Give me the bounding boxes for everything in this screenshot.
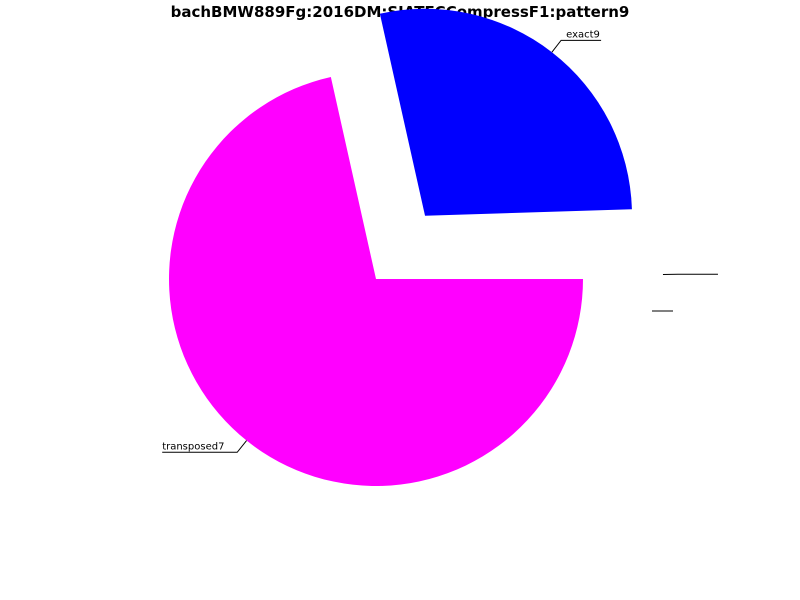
pie-slice-unlabeled-2 <box>455 271 663 278</box>
leader-line-transposed7 <box>162 440 247 453</box>
pie-labels: transposed7 exact9 <box>162 29 718 453</box>
slice-label: exact9 <box>566 29 600 40</box>
slice-label: transposed7 <box>162 441 224 452</box>
pie-slice-transposed7 <box>169 76 584 486</box>
pie-slice-exact9 <box>379 8 632 216</box>
leader-line-exact9 <box>551 39 602 53</box>
pie-slices <box>169 8 663 486</box>
